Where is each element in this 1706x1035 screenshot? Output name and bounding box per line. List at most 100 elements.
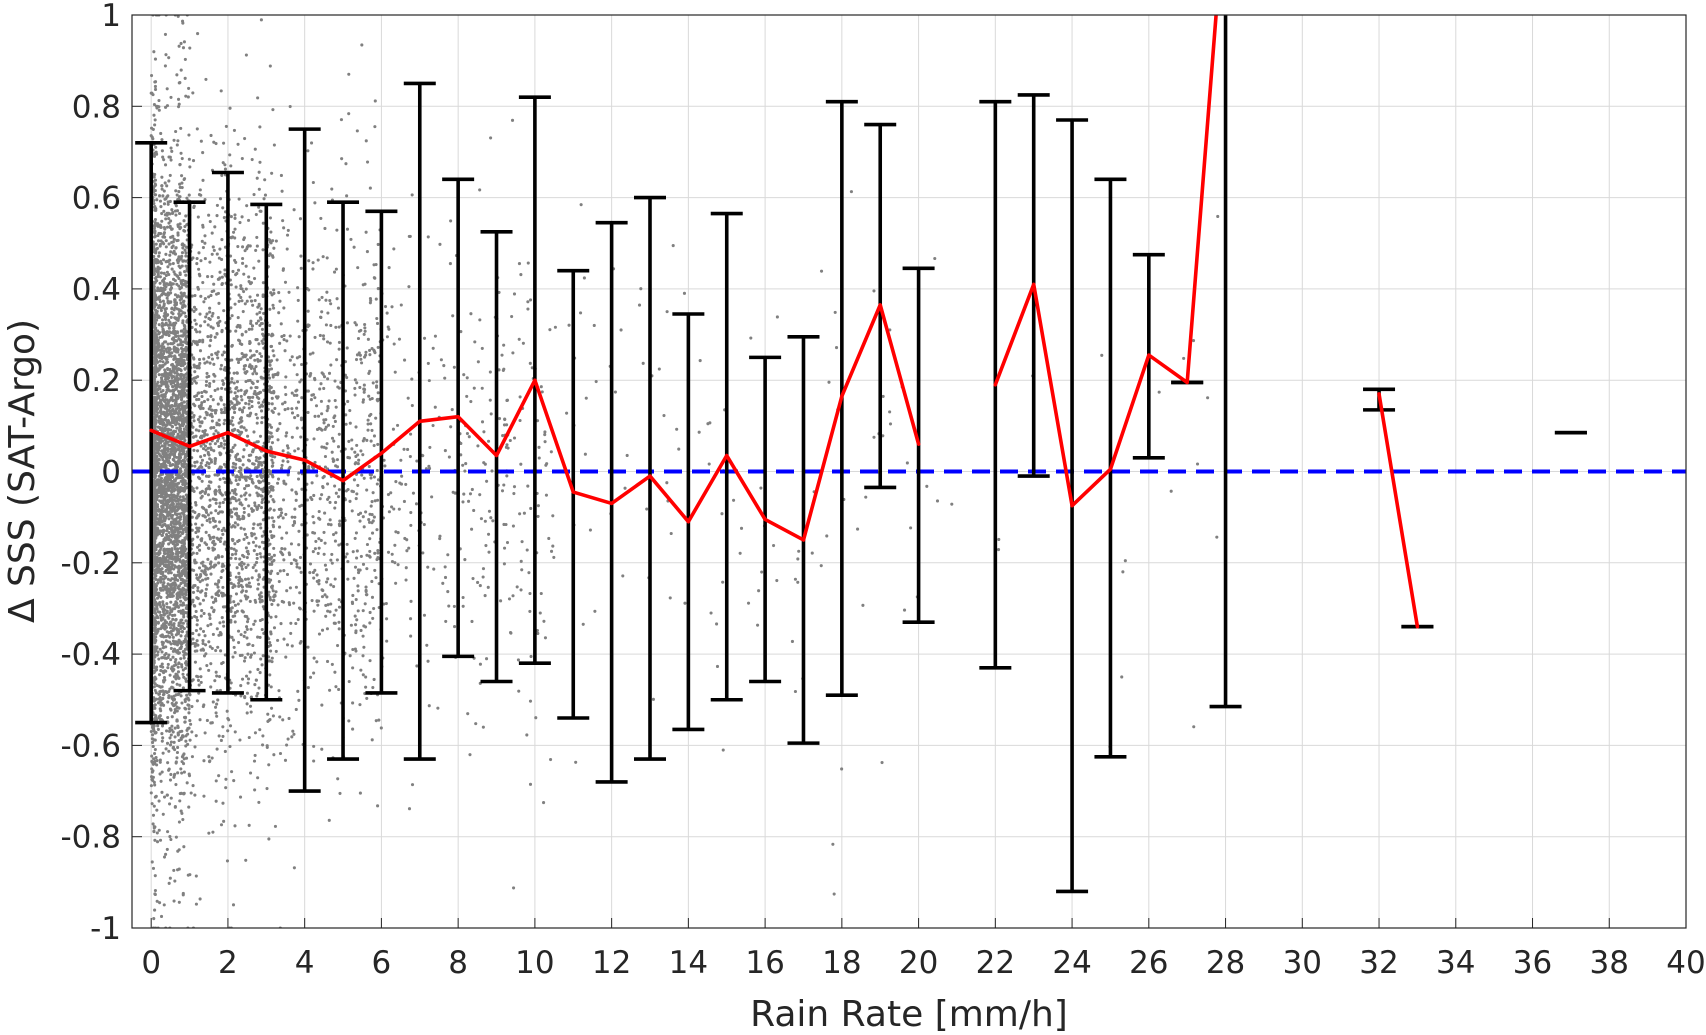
scatter-point [186, 727, 190, 731]
scatter-point [193, 614, 197, 618]
scatter-point [179, 657, 183, 661]
scatter-point [164, 563, 168, 567]
scatter-point [173, 574, 178, 578]
scatter-point [152, 830, 156, 834]
scatter-point [207, 755, 211, 759]
scatter-point [159, 131, 163, 136]
scatter-point [163, 423, 167, 427]
scatter-point [169, 342, 173, 346]
scatter-point [199, 444, 203, 448]
scatter-point [255, 552, 259, 557]
scatter-point [191, 631, 195, 636]
scatter-point [261, 734, 265, 738]
scatter-point [180, 755, 184, 759]
scatter-point [153, 222, 157, 226]
scatter-point [180, 618, 184, 622]
scatter-point [173, 252, 178, 256]
scatter-point [181, 259, 185, 263]
scatter-point [171, 649, 175, 653]
scatter-point [152, 50, 156, 54]
scatter-point [162, 549, 166, 553]
scatter-point [240, 351, 244, 356]
scatter-point [174, 423, 178, 427]
scatter-point [172, 411, 176, 416]
scatter-point [222, 141, 226, 145]
scatter-point [213, 374, 217, 378]
scatter-point [177, 284, 181, 288]
scatter-point [177, 848, 181, 852]
scatter-point [217, 561, 221, 565]
scatter-point [207, 213, 211, 217]
scatter-point [184, 530, 188, 534]
scatter-point [218, 197, 223, 201]
scatter-point [168, 224, 172, 228]
scatter-point [155, 607, 159, 611]
scatter-point [255, 235, 259, 239]
scatter-point [177, 531, 181, 535]
scatter-point [184, 739, 188, 743]
scatter-point [180, 185, 184, 190]
scatter-point [171, 480, 175, 485]
scatter-point [174, 673, 178, 677]
scatter-point [156, 380, 160, 384]
scatter-point [252, 549, 256, 553]
scatter-point [209, 622, 213, 626]
scatter-point [152, 659, 156, 663]
scatter-point [180, 430, 184, 434]
scatter-point [184, 214, 188, 218]
scatter-point [220, 173, 224, 177]
scatter-point [156, 314, 161, 318]
scatter-point [183, 362, 187, 366]
scatter-point [176, 432, 180, 436]
scatter-point [180, 355, 184, 359]
scatter-point [218, 477, 222, 481]
scatter-point [247, 275, 251, 279]
scatter-point [165, 259, 170, 263]
scatter-point [255, 176, 259, 180]
scatter-point [154, 251, 158, 255]
scatter-point [184, 559, 189, 563]
scatter-point [234, 557, 238, 561]
scatter-point [272, 306, 276, 310]
scatter-point [182, 358, 186, 363]
scatter-point [174, 339, 178, 343]
scatter-point [160, 662, 164, 666]
scatter-point [188, 738, 192, 742]
scatter-point [181, 450, 185, 454]
scatter-point [221, 206, 225, 210]
scatter-point [184, 264, 188, 268]
scatter-point [253, 147, 257, 151]
scatter-point [152, 331, 156, 335]
scatter-point [248, 493, 252, 497]
scatter-point [167, 443, 171, 447]
scatter-point [166, 446, 170, 450]
scatter-point [152, 103, 156, 107]
scatter-point [160, 219, 164, 223]
scatter-point [159, 518, 163, 522]
scatter-point [210, 353, 214, 357]
scatter-point [180, 665, 184, 669]
scatter-point [152, 260, 156, 264]
scatter-point [155, 258, 159, 262]
scatter-point [181, 406, 185, 410]
scatter-point [236, 629, 241, 633]
scatter-point [154, 384, 158, 388]
scatter-point [181, 487, 185, 491]
scatter-point [165, 605, 169, 609]
scatter-point [160, 449, 164, 453]
scatter-point [212, 140, 216, 144]
scatter-point [221, 532, 225, 536]
scatter-point [209, 685, 213, 689]
scatter-point [254, 536, 258, 540]
scatter-point [207, 355, 211, 359]
scatter-point [155, 665, 159, 669]
scatter-point [177, 44, 181, 48]
scatter-point [176, 745, 180, 750]
scatter-point [164, 347, 168, 351]
scatter-point [171, 463, 175, 467]
scatter-point [223, 418, 227, 422]
scatter-point [235, 325, 239, 329]
scatter-point [177, 367, 181, 371]
scatter-point [225, 859, 230, 863]
scatter-point [170, 235, 174, 239]
